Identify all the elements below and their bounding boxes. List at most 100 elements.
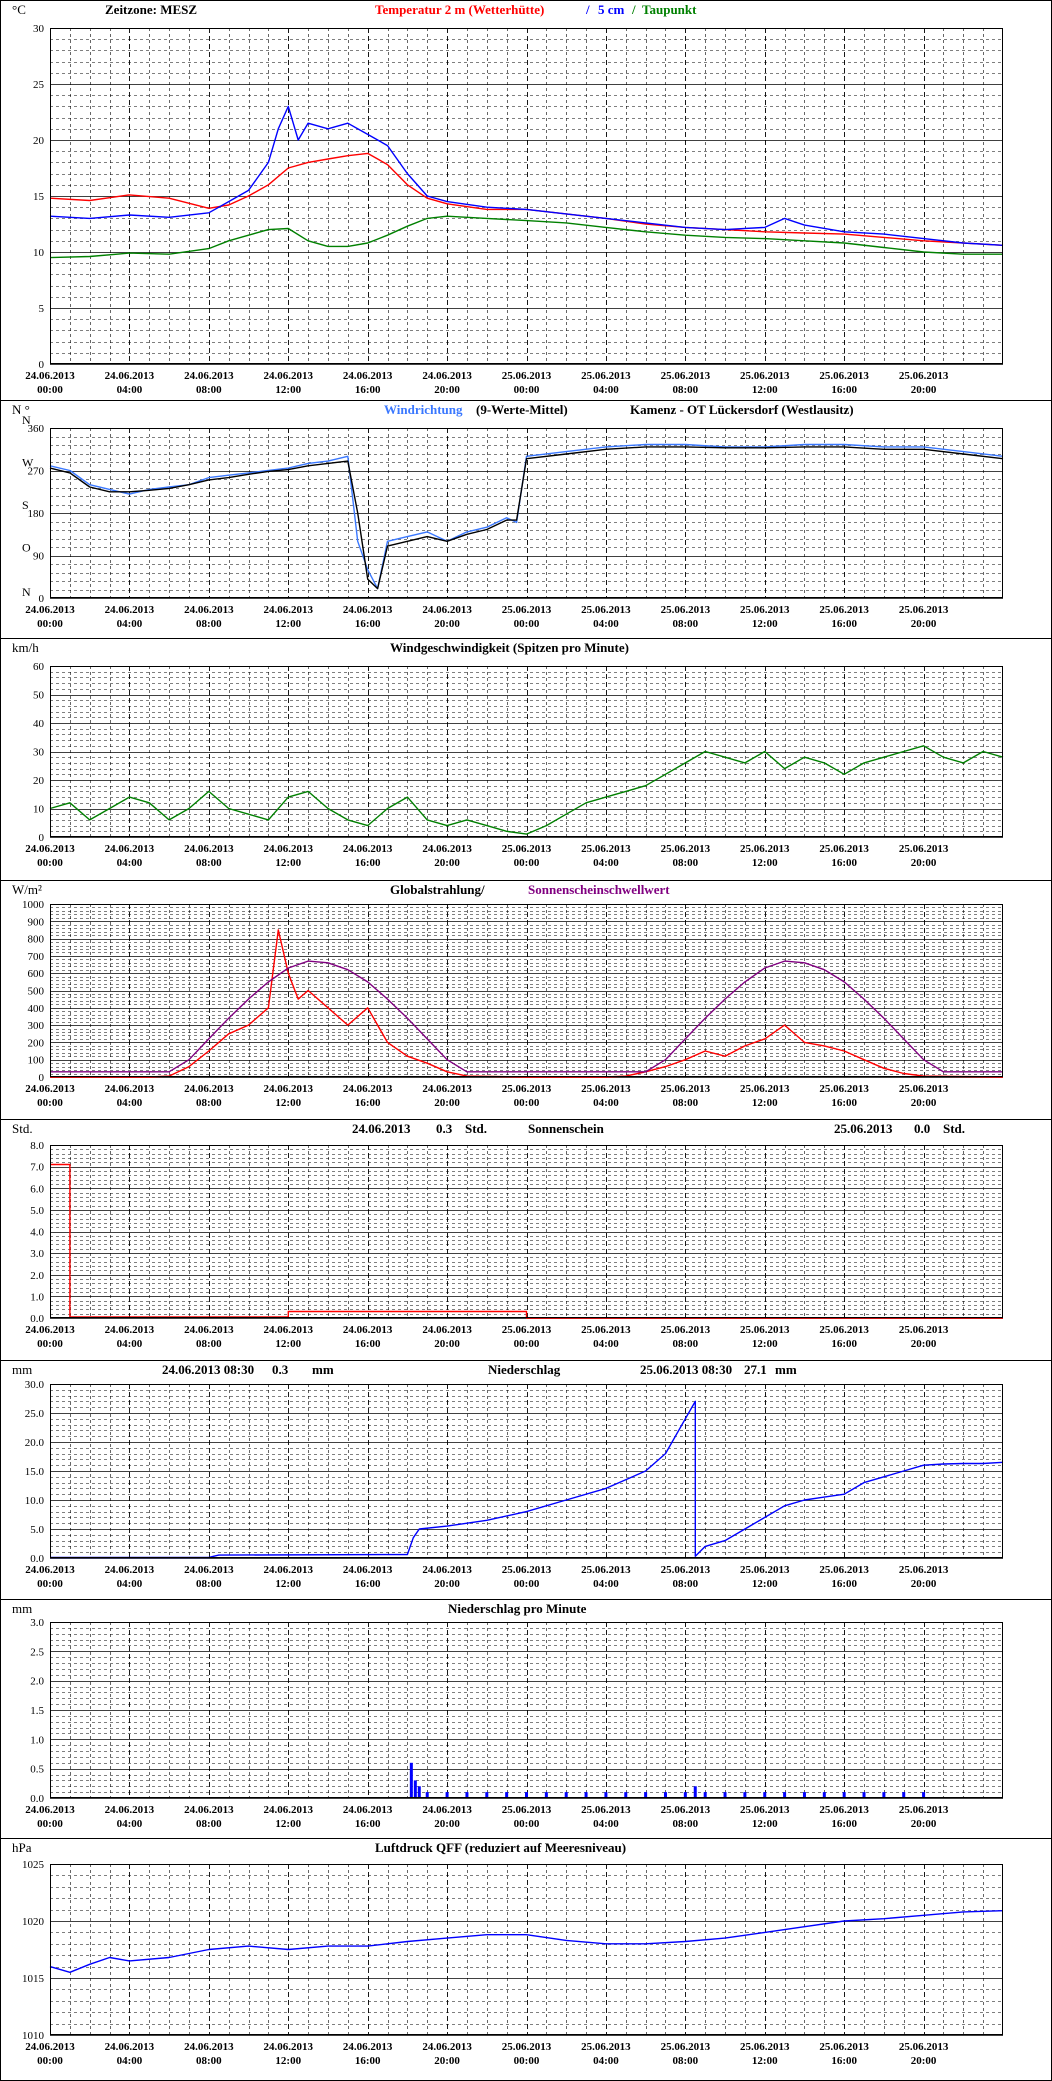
x-tick-date: 25.06.2013 [819, 1324, 869, 1336]
x-tick-date: 24.06.2013 [184, 1083, 234, 1095]
y-tick-label: 60 [33, 661, 45, 673]
unit-label: N ° [12, 402, 30, 417]
x-tick-date: 25.06.2013 [661, 604, 711, 616]
bar-mark [763, 1792, 767, 1798]
y-tick-label: 360 [28, 423, 45, 435]
x-tick-time: 12:00 [752, 1338, 778, 1350]
x-tick-time: 16:00 [355, 618, 381, 630]
unit-label: mm [12, 1601, 32, 1616]
panel-header-text: (9-Werte-Mittel) [476, 402, 568, 417]
bar-mark [723, 1792, 727, 1798]
plot-border [50, 1864, 1003, 2035]
bar-mark [902, 1792, 906, 1798]
x-tick-time: 12:00 [752, 1578, 778, 1590]
y-tick-label: 25 [33, 79, 45, 91]
x-tick-time: 20:00 [911, 1578, 937, 1590]
x-tick-date: 25.06.2013 [819, 1804, 869, 1816]
x-tick-time: 20:00 [434, 1338, 460, 1350]
x-tick-time: 00:00 [37, 1097, 63, 1109]
x-tick-date: 24.06.2013 [264, 1083, 314, 1095]
x-tick-time: 08:00 [672, 1818, 698, 1830]
x-tick-time: 08:00 [196, 1338, 222, 1350]
x-tick-date: 25.06.2013 [899, 370, 949, 382]
x-tick-time: 08:00 [196, 1097, 222, 1109]
unit-label: Std. [12, 1121, 33, 1136]
x-tick-time: 20:00 [911, 1338, 937, 1350]
panel-header-text: Windgeschwindigkeit (Spitzen pro Minute) [390, 640, 629, 655]
y-tick-label: 0 [39, 593, 45, 605]
x-tick-time: 04:00 [593, 2055, 619, 2067]
panel-header-text: Niederschlag pro Minute [448, 1601, 587, 1616]
x-tick-time: 20:00 [911, 2055, 937, 2067]
x-tick-time: 04:00 [593, 1097, 619, 1109]
y-tick-label: 15 [33, 191, 45, 203]
y-tick-label: 8.0 [30, 1140, 44, 1152]
y-letter-label: O [22, 541, 31, 555]
bar-mark [822, 1792, 826, 1798]
y-tick-label: 0.0 [30, 1313, 44, 1325]
panel-1: 0 5 10 15 20 25 30 °C Zeitzone: MESZ Temperatur 2… [12, 2, 1004, 396]
bar-mark [413, 1780, 417, 1798]
panel-header-text: 27.1 [744, 1362, 767, 1377]
x-tick-time: 04:00 [117, 1097, 143, 1109]
y-tick-label: 180 [28, 508, 45, 520]
y-tick-label: 40 [33, 718, 45, 730]
x-tick-date: 25.06.2013 [661, 2041, 711, 2053]
x-tick-date: 25.06.2013 [581, 1564, 631, 1576]
panel-header-text: 25.06.2013 [834, 1121, 893, 1136]
x-tick-date: 25.06.2013 [740, 2041, 790, 2053]
panel-header-text: mm [312, 1362, 334, 1377]
y-tick-label: 7.0 [30, 1162, 44, 1174]
x-tick-date: 25.06.2013 [661, 370, 711, 382]
bar-mark [485, 1792, 489, 1798]
bar-mark [544, 1792, 548, 1798]
y-tick-label: 2.5 [30, 1646, 44, 1658]
x-tick-time: 08:00 [672, 2055, 698, 2067]
x-tick-date: 24.06.2013 [264, 370, 314, 382]
x-tick-date: 24.06.2013 [25, 2041, 75, 2053]
y-tick-label: 25.0 [25, 1408, 45, 1420]
x-tick-date: 24.06.2013 [422, 1804, 472, 1816]
x-tick-date: 25.06.2013 [502, 1083, 552, 1095]
y-tick-label: 10.0 [25, 1495, 45, 1507]
x-tick-date: 25.06.2013 [899, 843, 949, 855]
bar-mark [505, 1792, 509, 1798]
y-tick-label: 10 [33, 804, 45, 816]
x-tick-date: 25.06.2013 [899, 2041, 949, 2053]
plot-area [50, 666, 1003, 837]
y-tick-label: 20.0 [25, 1437, 45, 1449]
y-tick-label: 1015 [22, 1973, 45, 1985]
panel-8: 1010 1015 1020 1025 hPa Luftdruck QFF (reduzi… [0, 1838, 1052, 2067]
x-tick-date: 25.06.2013 [899, 604, 949, 616]
x-tick-date: 24.06.2013 [422, 2041, 472, 2053]
x-tick-time: 00:00 [37, 618, 63, 630]
x-tick-date: 24.06.2013 [343, 843, 393, 855]
x-tick-time: 16:00 [831, 618, 857, 630]
panel-header-text: mm [775, 1362, 797, 1377]
x-tick-time: 00:00 [37, 1818, 63, 1830]
y-tick-label: 20 [33, 775, 45, 787]
plot-border [50, 666, 1003, 837]
x-tick-date: 24.06.2013 [264, 1804, 314, 1816]
x-tick-date: 25.06.2013 [581, 1324, 631, 1336]
x-tick-date: 24.06.2013 [105, 2041, 155, 2053]
plot-area [50, 1384, 1003, 1558]
bar-mark [862, 1792, 866, 1798]
x-tick-time: 00:00 [514, 857, 540, 869]
x-tick-date: 24.06.2013 [184, 1324, 234, 1336]
x-tick-time: 04:00 [593, 384, 619, 396]
x-tick-date: 24.06.2013 [343, 604, 393, 616]
x-tick-time: 08:00 [672, 1338, 698, 1350]
unit-label: W/m² [12, 882, 42, 897]
x-tick-time: 12:00 [752, 1818, 778, 1830]
x-tick-date: 24.06.2013 [422, 843, 472, 855]
x-tick-time: 20:00 [434, 857, 460, 869]
x-tick-date: 24.06.2013 [343, 1324, 393, 1336]
y-tick-label: 4.0 [30, 1227, 44, 1239]
x-tick-date: 24.06.2013 [105, 604, 155, 616]
x-tick-time: 08:00 [672, 857, 698, 869]
panel-6: 0.0 5.0 10.0 15.0 20.0 25.0 30.0 mm 24.06.2013 0… [0, 1360, 1052, 1590]
x-tick-date: 24.06.2013 [25, 1083, 75, 1095]
panel-header-text: Windrichtung [384, 402, 463, 417]
